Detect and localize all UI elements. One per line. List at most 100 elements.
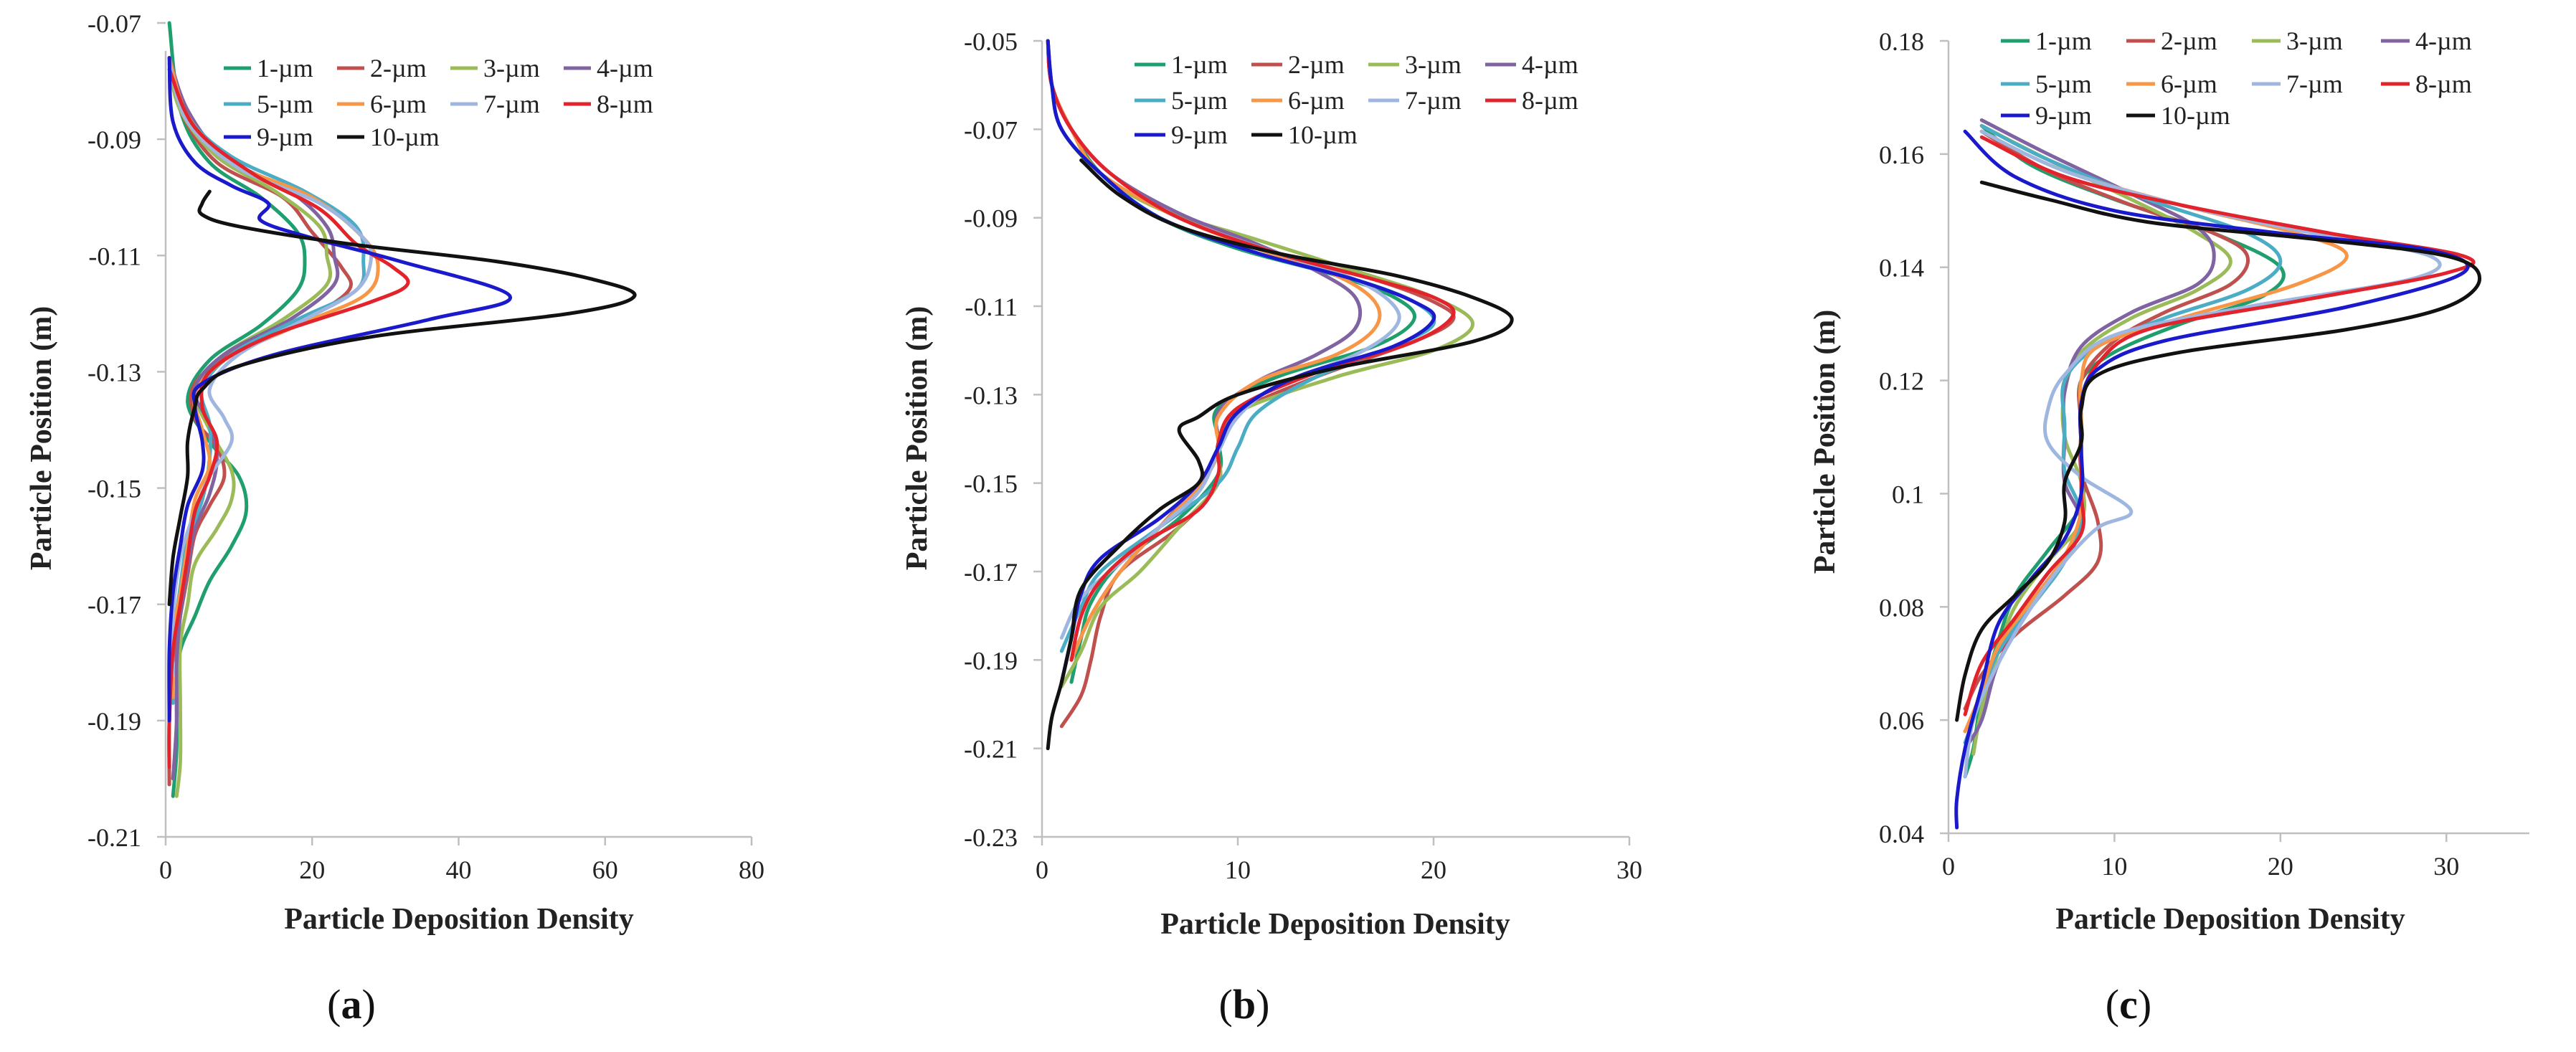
panel-b-y-tick-label: -0.13 — [964, 381, 1018, 409]
panel-b-x-tick-label: 20 — [1421, 856, 1446, 884]
panel-b-legend-label: 10-µm — [1288, 120, 1358, 149]
panel-a-x-tick-label: 20 — [299, 856, 325, 884]
panel-c-legend-label: 6-µm — [2161, 70, 2217, 98]
panel-b-legend-label: 7-µm — [1405, 86, 1462, 115]
panel-b-x-tick-label: 30 — [1616, 856, 1642, 884]
panel-b-y-ticks: -0.23 -0.21 -0.19 -0.17 -0.15 -0.13 -0.11 -0.09… — [964, 27, 1042, 852]
panel-b-legend-label: 8-µm — [1522, 86, 1578, 115]
panel-a-legend-label: 1-µm — [257, 54, 313, 82]
panel-c-legend-label: 3-µm — [2286, 27, 2343, 55]
panel-a-x-tick-label: 60 — [592, 856, 618, 884]
panel-a-legend-label: 5-µm — [257, 90, 313, 118]
panel-b: 0 10 20 30 -0.23-0.21-0.19-0.17-0.15-0.13-0… — [901, 27, 1642, 1028]
panel-b-legend-label: 4-µm — [1522, 50, 1578, 79]
panel-a-legend-label: 10-µm — [370, 123, 440, 151]
panel-b-label-letter: b — [1233, 981, 1256, 1028]
panel-c-y-tick-label: 0.04 — [1879, 820, 1924, 848]
panel-b-legend: 1-µm 2-µm 3-µm 4-µm 5-µm 6-µm 7-µm 8-µm … — [1135, 50, 1578, 149]
panel-c: 0 10 20 30 0.040.060.080.10.120.140.160.18 … — [1809, 27, 2529, 1028]
panel-c-legend-label: 5-µm — [2035, 70, 2092, 98]
panel-b-x-tick-label: 0 — [1036, 856, 1048, 884]
panel-a-legend-label: 7-µm — [483, 90, 540, 118]
panel-c-legend-label: 2-µm — [2161, 27, 2217, 55]
panel-a-y-tick-label: -0.11 — [88, 242, 141, 270]
panel-c-legend-label: 10-µm — [2161, 101, 2230, 130]
panel-c-x-tick-label: 10 — [2101, 852, 2127, 881]
panel-a-legend: 1-µm 2-µm 3-µm 4-µm 5-µm 6-µm 7-µm 8-µm … — [224, 54, 653, 151]
panel-a-x-tick-label: 80 — [739, 856, 764, 884]
panel-c-x-tick-label: 30 — [2433, 852, 2459, 881]
panel-a-x-axis-title: Particle Deposition Density — [284, 903, 634, 936]
panel-b-y-tick-label: -0.05 — [964, 27, 1018, 56]
panel-b-series-line — [1046, 39, 1456, 662]
panel-a-y-tick-label: -0.21 — [87, 823, 141, 852]
panel-a-legend-label: 6-µm — [370, 90, 427, 118]
panel-c-y-tick-label: 0.08 — [1879, 593, 1924, 622]
panel-c-label-letter: c — [2119, 981, 2138, 1028]
panel-c-label: (c) — [2106, 981, 2151, 1028]
panel-c-series-line — [1971, 123, 2232, 756]
panel-a-series-group — [167, 21, 637, 798]
panel-a: 0 20 40 60 80 -0.21 -0.19 -0.17 -0.15 -0.13 -0.11… — [25, 9, 764, 1028]
panel-b-y-tick-label: -0.21 — [964, 735, 1018, 764]
panel-a-y-tick-label: -0.15 — [87, 475, 141, 503]
panel-b-legend-label: 3-µm — [1405, 50, 1462, 79]
panel-c-legend-label: 9-µm — [2035, 101, 2092, 130]
panel-a-y-tick-label: -0.19 — [87, 707, 141, 736]
panel-a-legend-label: 8-µm — [597, 90, 653, 118]
panel-c-y-tick-label: 0.16 — [1879, 141, 1924, 169]
panel-a-y-tick-label: -0.13 — [87, 358, 141, 387]
panel-a-legend-label: 4-µm — [597, 54, 653, 82]
panel-a-legend-label: 3-µm — [483, 54, 540, 82]
panel-b-y-tick-label: -0.23 — [964, 823, 1018, 852]
panel-b-legend-label: 9-µm — [1171, 120, 1228, 149]
panel-a-label-letter: a — [341, 981, 362, 1028]
panel-b-legend-label: 2-µm — [1288, 50, 1345, 79]
panel-b-y-tick-label: -0.19 — [964, 646, 1018, 675]
panel-c-series-group — [1954, 118, 2482, 830]
panel-a-series-line — [167, 56, 512, 723]
panel-a-x-tick-label: 0 — [159, 856, 172, 884]
panel-b-label: (b) — [1219, 981, 1270, 1028]
panel-c-y-axis-title: Particle Position (m) — [1809, 310, 1842, 574]
panel-b-y-tick-label: -0.07 — [964, 115, 1018, 144]
panel-c-series-line — [1963, 129, 2250, 711]
panel-b-series-group — [1046, 39, 1514, 751]
panel-c-series-line — [1954, 129, 2470, 830]
panel-c-y-ticks: 0.04 0.06 0.08 0.1 0.12 0.14 0.16 0.18 — [1879, 27, 1948, 848]
panel-a-x-tick-label: 40 — [446, 856, 472, 884]
panel-a-y-tick-label: -0.09 — [87, 125, 141, 154]
panel-c-legend: 1-µm 2-µm 3-µm 4-µm 5-µm 6-µm 7-µm 8-µm … — [2001, 27, 2472, 130]
panel-c-x-tick-label: 0 — [1942, 852, 1955, 881]
panel-a-x-ticks: 0 20 40 60 80 — [159, 837, 764, 884]
panel-a-y-tick-label: -0.07 — [87, 9, 141, 38]
panel-c-y-tick-label: 0.1 — [1892, 480, 1924, 508]
panel-b-y-axis-title: Particle Position (m) — [901, 306, 934, 571]
panel-a-y-axis-title: Particle Position (m) — [25, 306, 58, 571]
panel-a-series-line — [167, 189, 637, 607]
panel-c-legend-label: 8-µm — [2415, 70, 2472, 98]
panel-a-series-line — [167, 67, 410, 769]
panel-c-y-tick-label: 0.06 — [1879, 706, 1924, 735]
panel-c-legend-label: 4-µm — [2415, 27, 2472, 55]
panel-b-y-tick-label: -0.11 — [965, 293, 1018, 321]
panel-a-legend-label: 9-µm — [257, 123, 313, 151]
panel-b-legend-label: 6-µm — [1288, 86, 1345, 115]
panel-a-y-ticks: -0.21 -0.19 -0.17 -0.15 -0.13 -0.11 -0.09 -0.07 — [87, 9, 166, 852]
panel-b-x-ticks: 0 10 20 30 — [1036, 837, 1642, 884]
panel-c-x-ticks: 0 10 20 30 — [1942, 833, 2459, 881]
panel-b-y-tick-label: -0.15 — [964, 470, 1018, 498]
panel-c-y-tick-label: 0.18 — [1879, 27, 1924, 56]
panel-a-label: (a) — [327, 981, 376, 1028]
panel-c-series-line — [1963, 123, 2286, 779]
panel-b-x-tick-label: 10 — [1225, 856, 1251, 884]
panel-c-legend-label: 7-µm — [2286, 70, 2343, 98]
panel-b-y-tick-label: -0.09 — [964, 204, 1018, 233]
panel-c-legend-label: 1-µm — [2035, 27, 2092, 55]
panel-b-x-axis-title: Particle Deposition Density — [1160, 908, 1510, 941]
panel-c-x-axis-title: Particle Deposition Density — [2055, 903, 2405, 936]
panel-b-legend-label: 5-µm — [1171, 86, 1228, 115]
panel-b-series-line — [1046, 39, 1475, 688]
panel-b-legend-label: 1-µm — [1171, 50, 1228, 79]
